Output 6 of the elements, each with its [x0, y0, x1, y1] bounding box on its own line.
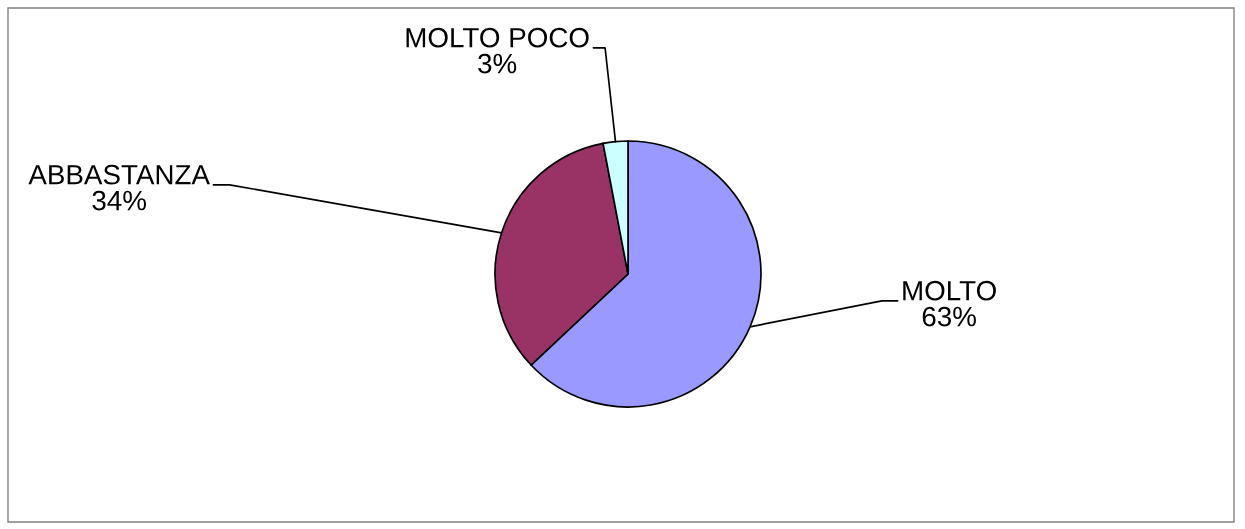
data-label: 34% — [92, 190, 146, 211]
data-label: 3% — [478, 53, 517, 74]
slice-label: MOLTO — [903, 280, 996, 301]
slice-label: ABBASTANZA — [28, 164, 210, 185]
data-label: 63% — [922, 306, 976, 327]
slice-label: MOLTO POCO — [406, 27, 589, 48]
